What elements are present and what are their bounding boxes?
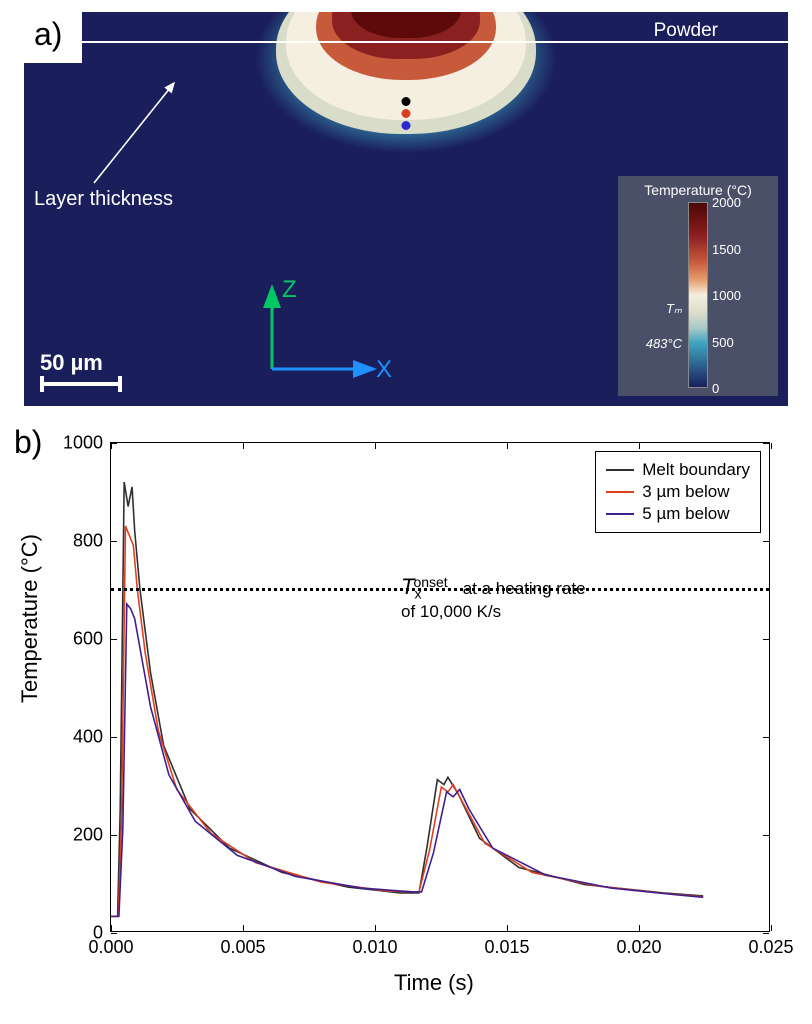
y-axis-label: Temperature (°C) bbox=[17, 534, 43, 703]
y-tick: 400 bbox=[73, 727, 111, 748]
marker-5um-below bbox=[402, 121, 411, 130]
colorbar-left-label: Tₘ bbox=[666, 301, 682, 317]
y-tick: 1000 bbox=[63, 433, 111, 454]
colorbar: Temperature (°C) Tₘ 483°C 2000 1500 1000 500… bbox=[618, 176, 778, 396]
legend-label: 5 µm below bbox=[642, 504, 729, 524]
coord-axes: Z X bbox=[258, 277, 418, 392]
series-line bbox=[111, 604, 703, 916]
z-axis-label: Z bbox=[282, 277, 297, 303]
scale-bar-text: 50 µm bbox=[40, 350, 122, 376]
colorbar-title: Temperature (°C) bbox=[624, 182, 772, 198]
x-tick: 0.005 bbox=[220, 931, 265, 958]
x-tick: 0.025 bbox=[748, 931, 793, 958]
panel-a: Powder Layer thickness 50 µm bbox=[24, 12, 788, 406]
panel-b-label: b) bbox=[14, 424, 42, 461]
x-axis-label: X bbox=[376, 356, 392, 383]
scale-bar-line bbox=[40, 382, 122, 386]
x-axis-label: Time (s) bbox=[394, 970, 474, 996]
chart-area: Txonset at a heating rateof 10,000 K/s M… bbox=[110, 442, 770, 932]
colorbar-left-label: 483°C bbox=[646, 336, 682, 351]
colorbar-gradient bbox=[688, 202, 708, 388]
x-tick: 0.000 bbox=[88, 931, 133, 958]
legend-label: Melt boundary bbox=[642, 460, 750, 480]
x-tick: 0.015 bbox=[484, 931, 529, 958]
x-tick: 0.020 bbox=[616, 931, 661, 958]
layer-thickness-arrow bbox=[84, 77, 234, 187]
y-tick: 200 bbox=[73, 825, 111, 846]
legend-swatch bbox=[606, 491, 634, 493]
series-line bbox=[111, 482, 703, 916]
legend: Melt boundary3 µm below5 µm below bbox=[595, 451, 761, 533]
legend-swatch bbox=[606, 513, 634, 515]
heatmap: Powder Layer thickness 50 µm bbox=[24, 12, 788, 406]
colorbar-tick: 500 bbox=[712, 335, 734, 350]
legend-swatch bbox=[606, 469, 634, 471]
colorbar-tick: 2000 bbox=[712, 195, 741, 210]
panel-a-label: a) bbox=[24, 12, 82, 63]
tx-onset-annotation: Txonset at a heating rateof 10,000 K/s bbox=[401, 574, 586, 623]
figure-container: Powder Layer thickness 50 µm bbox=[0, 0, 812, 1024]
legend-label: 3 µm below bbox=[642, 482, 729, 502]
legend-item: 3 µm below bbox=[606, 482, 750, 502]
colorbar-tick: 1000 bbox=[712, 288, 741, 303]
layer-thickness-label: Layer thickness bbox=[34, 188, 173, 211]
scale-bar: 50 µm bbox=[40, 350, 122, 386]
legend-item: Melt boundary bbox=[606, 460, 750, 480]
marker-3um-below bbox=[402, 109, 411, 118]
y-tick: 600 bbox=[73, 629, 111, 650]
colorbar-tick: 1500 bbox=[712, 242, 741, 257]
colorbar-tick: 0 bbox=[712, 381, 719, 396]
legend-item: 5 µm below bbox=[606, 504, 750, 524]
marker-melt-boundary bbox=[402, 97, 411, 106]
powder-label: Powder bbox=[654, 20, 718, 42]
x-tick: 0.010 bbox=[352, 931, 397, 958]
y-tick: 800 bbox=[73, 531, 111, 552]
panel-b: b) Temperature (°C) Time (s) Txonset at … bbox=[24, 430, 788, 1000]
